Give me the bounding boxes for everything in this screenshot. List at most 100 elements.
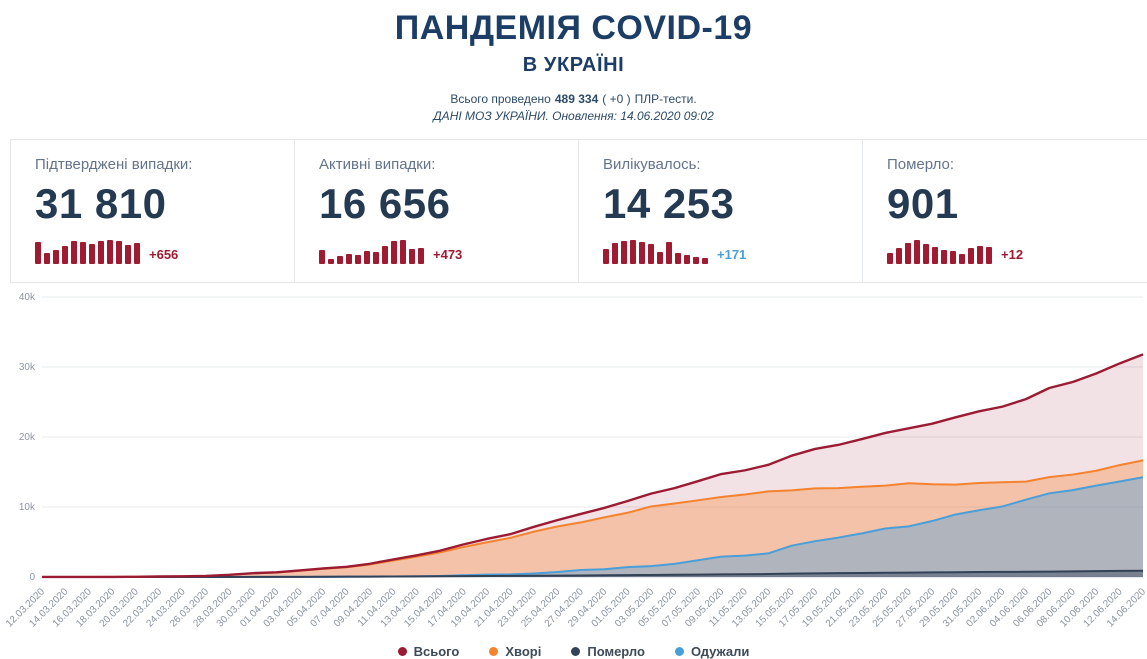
spark-bar <box>71 241 77 265</box>
stat-label: Померло: <box>887 156 955 174</box>
data-source-line: ДАНІ МОЗ УКРАЇНИ. Оновлення: 14.06.2020 … <box>433 109 714 124</box>
series-line-2 <box>42 570 1144 579</box>
legend-item-deaths[interactable]: Померло <box>571 644 645 659</box>
spark-bar <box>337 256 343 265</box>
spark-bar <box>932 247 938 265</box>
spark-bar <box>35 242 41 265</box>
page-header: ПАНДЕМІЯ COVID-19 В УКРАЇНІ Всього прове… <box>0 0 1147 123</box>
spark-bar <box>986 247 992 265</box>
spark-bar <box>684 255 690 265</box>
spark-bar <box>80 242 86 265</box>
stat-card-active: Активні випадки: 16 656 +473 <box>295 140 579 283</box>
tests-prefix: Всього проведено <box>450 92 551 107</box>
spark-bar <box>346 254 352 265</box>
page-title: ПАНДЕМІЯ COVID-19 <box>394 9 753 47</box>
tests-summary-line: Всього проведено 489 334( +0 ) ПЛР-тести. <box>0 92 1147 106</box>
stat-value: 901 <box>887 180 959 228</box>
stat-label: Вилікувалось: <box>603 156 701 174</box>
spark-bar <box>125 245 131 265</box>
spark-bar <box>319 250 325 265</box>
legend-label: Всього <box>413 644 460 659</box>
spark-bar <box>355 255 361 265</box>
spark-bar <box>693 257 699 265</box>
series-line-0 <box>42 353 1144 579</box>
spark-bar <box>62 246 68 265</box>
spark-bar <box>621 241 627 265</box>
axis-tick-label: 20k <box>19 432 36 443</box>
spark-bar <box>612 243 618 265</box>
spark-bar <box>391 241 397 265</box>
axis-tick-label: 0 <box>29 572 35 583</box>
spark-bar <box>657 252 663 265</box>
legend-dot-total <box>397 647 407 657</box>
stats-cards-strip: Підтверджені випадки: 31 810 +656 Активн… <box>10 139 1147 284</box>
sparkline-recovered <box>603 240 708 265</box>
spark-bar <box>328 259 334 265</box>
stat-delta: +473 <box>433 247 463 263</box>
spark-bar <box>364 251 370 265</box>
spark-bar <box>702 258 708 265</box>
stat-card-confirmed: Підтверджені випадки: 31 810 +656 <box>11 140 295 283</box>
spark-bar <box>887 253 893 265</box>
stat-delta: +171 <box>717 247 747 263</box>
spark-bar <box>116 241 122 265</box>
spark-bar <box>977 246 983 265</box>
spark-bar <box>950 251 956 265</box>
spark-bar <box>134 243 140 265</box>
legend-label: Померло <box>587 644 645 659</box>
legend-item-recovered[interactable]: Одужали <box>674 644 750 659</box>
axis-tick-label: 40k <box>19 292 36 303</box>
tests-delta: ( +0 ) <box>602 92 631 107</box>
sparkline-deaths <box>887 240 992 265</box>
spark-bar <box>959 254 965 265</box>
stat-value: 14 253 <box>603 180 735 228</box>
spark-bar <box>107 240 113 265</box>
stat-label: Активні випадки: <box>319 156 436 174</box>
spark-bar <box>409 249 415 265</box>
legend-item-sick[interactable]: Хворі <box>489 644 541 659</box>
stat-delta: +12 <box>1001 247 1024 263</box>
legend-item-total[interactable]: Всього <box>397 644 460 659</box>
covid-trend-chart: 0 10k 20k 30k 40k 12.03.2020 14.03.2020 16.03.2… <box>0 287 1147 644</box>
spark-bar <box>923 244 929 265</box>
spark-bar <box>968 248 974 265</box>
sparkline-confirmed <box>35 240 140 265</box>
stat-card-recovered: Вилікувалось: 14 253 +171 <box>579 140 863 283</box>
chart-legend: Всього Хворі Померло Одужали <box>0 644 1147 659</box>
spark-bar <box>896 248 902 265</box>
spark-bar <box>373 252 379 265</box>
stat-delta: +656 <box>149 247 179 263</box>
page-subtitle: В УКРАЇНІ <box>522 54 625 77</box>
axis-tick-label: 30k <box>19 362 36 373</box>
trend-chart-svg: 010k20k30k40k12.03.202014.03.202016.03.2… <box>4 292 1147 630</box>
legend-dot-sick <box>489 647 499 657</box>
legend-label: Одужали <box>690 644 750 659</box>
spark-bar <box>666 242 672 265</box>
legend-label: Хворі <box>505 644 542 659</box>
spark-bar <box>418 248 424 265</box>
spark-bar <box>53 250 59 265</box>
spark-bar <box>648 244 654 265</box>
spark-bar <box>914 240 920 265</box>
sparkline-active <box>319 240 424 265</box>
spark-bar <box>675 253 681 265</box>
stat-value: 16 656 <box>319 180 451 228</box>
tests-count: 489 334 <box>554 92 599 107</box>
spark-bar <box>941 250 947 265</box>
stat-label: Підтверджені випадки: <box>35 156 193 174</box>
spark-bar <box>98 241 104 265</box>
stat-value: 31 810 <box>35 180 167 228</box>
spark-bar <box>630 240 636 265</box>
spark-bar <box>89 244 95 265</box>
spark-bar <box>44 253 50 265</box>
legend-dot-recovered <box>674 647 684 657</box>
spark-bar <box>905 243 911 265</box>
stat-card-deaths: Померло: 901 +12 <box>863 140 1147 283</box>
axis-tick-label: 10k <box>19 502 36 513</box>
spark-bar <box>603 249 609 265</box>
series-area-3 <box>42 477 1143 578</box>
series-area-0 <box>42 354 1143 578</box>
legend-dot-deaths <box>571 647 581 657</box>
spark-bar <box>639 242 645 265</box>
spark-bar <box>382 246 388 265</box>
